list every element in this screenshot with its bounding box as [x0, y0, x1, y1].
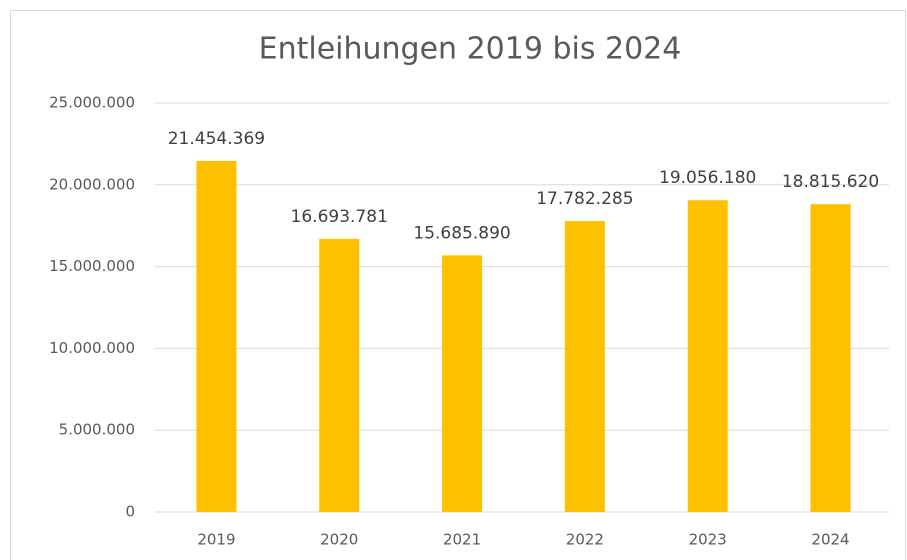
y-tick-label: 15.000.000	[49, 257, 135, 275]
y-tick-label: 5.000.000	[59, 421, 135, 439]
bar	[442, 255, 483, 512]
bar	[564, 221, 605, 512]
bar	[810, 204, 851, 512]
data-label: 18.815.620	[782, 172, 879, 192]
x-tick-label: 2022	[566, 531, 604, 549]
y-tick-label: 10.000.000	[49, 339, 135, 357]
y-tick-label: 0	[125, 503, 135, 521]
data-label: 17.782.285	[536, 189, 633, 209]
y-tick-label: 20.000.000	[49, 175, 135, 193]
y-tick-label: 25.000.000	[49, 94, 135, 112]
bar	[196, 161, 237, 512]
data-label: 16.693.781	[291, 207, 388, 227]
x-tick-label: 2020	[320, 531, 358, 549]
bar	[687, 200, 728, 512]
x-tick-label: 2019	[197, 531, 235, 549]
chart-title: Entleihungen 2019 bis 2024	[259, 32, 682, 67]
x-tick-label: 2023	[689, 531, 727, 549]
data-label: 19.056.180	[659, 168, 756, 188]
data-label: 15.685.890	[413, 223, 510, 243]
bar	[319, 238, 360, 512]
x-tick-label: 2024	[811, 531, 849, 549]
x-tick-label: 2021	[443, 531, 481, 549]
data-label: 21.454.369	[168, 129, 265, 149]
